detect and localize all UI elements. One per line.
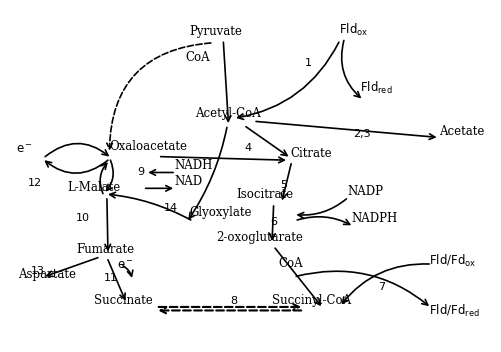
Text: 13: 13 <box>31 266 45 276</box>
Text: Succinate: Succinate <box>93 294 152 307</box>
Text: $\mathrm{Fld/Fd_{red}}$: $\mathrm{Fld/Fd_{red}}$ <box>428 302 479 319</box>
Text: Aspartate: Aspartate <box>18 268 76 281</box>
Text: 12: 12 <box>28 178 42 188</box>
Text: 1: 1 <box>305 58 312 68</box>
Text: $\mathrm{Fld/Fd_{ox}}$: $\mathrm{Fld/Fd_{ox}}$ <box>428 253 475 269</box>
Text: 2,3: 2,3 <box>352 129 370 139</box>
Text: Citrate: Citrate <box>290 147 331 160</box>
Text: $\mathrm{Fld_{red}}$: $\mathrm{Fld_{red}}$ <box>360 80 392 96</box>
Text: Isocitrate: Isocitrate <box>235 188 293 201</box>
Text: 8: 8 <box>229 296 236 306</box>
Text: 14: 14 <box>163 203 177 213</box>
Text: 9: 9 <box>137 168 144 177</box>
Text: 4: 4 <box>244 143 252 153</box>
Text: Acetyl-CoA: Acetyl-CoA <box>195 107 261 120</box>
Text: Fumarate: Fumarate <box>76 243 134 256</box>
Text: 2-oxoglutarate: 2-oxoglutarate <box>216 231 303 244</box>
Text: 11: 11 <box>103 273 117 283</box>
Text: 7: 7 <box>377 282 384 292</box>
Text: CoA: CoA <box>278 257 303 270</box>
Text: Pyruvate: Pyruvate <box>189 25 242 38</box>
Text: NADP: NADP <box>347 185 383 198</box>
Text: Acetate: Acetate <box>438 125 483 138</box>
Text: Oxaloacetate: Oxaloacetate <box>109 140 187 153</box>
Text: Succinyl-CoA: Succinyl-CoA <box>271 294 350 307</box>
Text: NADH: NADH <box>174 159 212 172</box>
Text: 10: 10 <box>76 213 90 223</box>
Text: NAD: NAD <box>174 175 202 188</box>
Text: NADPH: NADPH <box>351 212 397 225</box>
Text: L-Malate: L-Malate <box>68 181 121 194</box>
Text: $\mathrm{e^-}$: $\mathrm{e^-}$ <box>117 259 134 272</box>
Text: 6: 6 <box>270 217 277 227</box>
Text: CoA: CoA <box>184 51 209 64</box>
Text: $\mathrm{e^-}$: $\mathrm{e^-}$ <box>16 143 33 156</box>
Text: 5: 5 <box>280 180 287 190</box>
Text: Glyoxylate: Glyoxylate <box>189 206 252 219</box>
Text: $\mathrm{Fld_{ox}}$: $\mathrm{Fld_{ox}}$ <box>338 21 367 38</box>
